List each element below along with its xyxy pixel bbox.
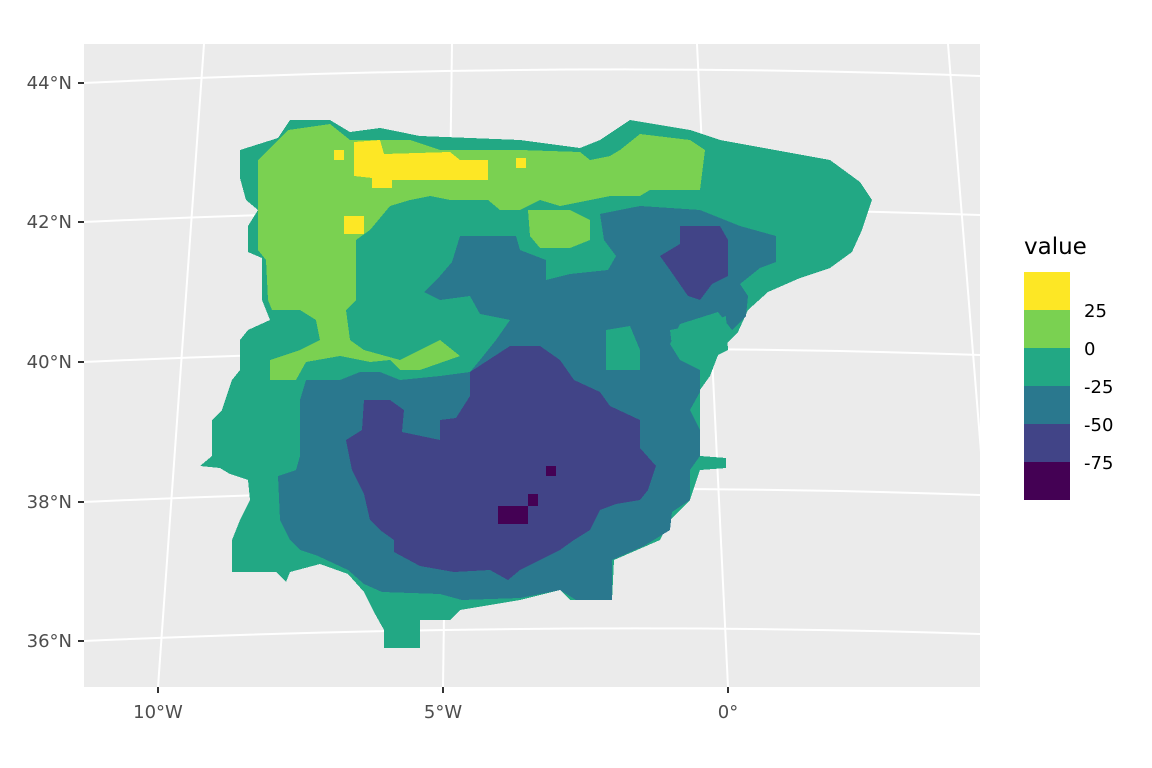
raster-zone-yellow-small-3 (516, 158, 526, 168)
legend-swatch (1024, 424, 1070, 462)
legend-title: value (1024, 234, 1087, 260)
raster-zone-yellow (354, 140, 488, 188)
raster-zone-darkest-2 (528, 494, 538, 506)
legend-break-label: 0 (1084, 339, 1095, 360)
y-axis: 44°N 42°N 40°N 38°N 36°N (27, 73, 84, 652)
raster-zone-yellow-small-2 (334, 150, 344, 160)
raster-zone-indigo (346, 346, 656, 580)
raster-zone-lightgreen (258, 124, 705, 380)
raster-layer (200, 120, 872, 648)
legend-break-label: -75 (1084, 453, 1113, 474)
legend-break-label: 25 (1084, 301, 1107, 322)
y-tick-label: 44°N (27, 73, 72, 94)
raster-zone-yellow-small-1 (344, 216, 364, 234)
parallel-36n (84, 627, 980, 642)
raster-zone-indigo-ne (660, 226, 728, 300)
raster-zone-darkest-1 (498, 506, 528, 524)
meridian-10w (157, 44, 205, 687)
x-tick-label: 10°W (133, 702, 183, 723)
raster-zone-green-east (670, 316, 728, 356)
legend-swatch (1024, 462, 1070, 500)
legend-break-label: -25 (1084, 377, 1113, 398)
legend-swatch (1024, 386, 1070, 424)
x-axis: 10°W 5°W 0° (133, 687, 738, 723)
parallel-44n (84, 68, 980, 84)
raster-zone-darkest-3 (546, 466, 556, 476)
raster-zone-lightgreen-ebro (528, 210, 590, 248)
legend-swatch (1024, 272, 1070, 310)
y-tick-label: 42°N (27, 212, 72, 233)
raster-zone-green-mid (606, 326, 640, 370)
y-tick-label: 38°N (27, 492, 72, 513)
y-tick-label: 36°N (27, 631, 72, 652)
legend-swatch (1024, 348, 1070, 386)
x-tick-label: 5°W (424, 702, 462, 723)
legend-swatch (1024, 310, 1070, 348)
meridian-5e (947, 44, 980, 453)
legend-break-label: -50 (1084, 415, 1113, 436)
y-tick-label: 40°N (27, 352, 72, 373)
legend: value 25 0 -25 -50 -75 (1024, 234, 1113, 500)
x-tick-label: 0° (718, 702, 738, 723)
